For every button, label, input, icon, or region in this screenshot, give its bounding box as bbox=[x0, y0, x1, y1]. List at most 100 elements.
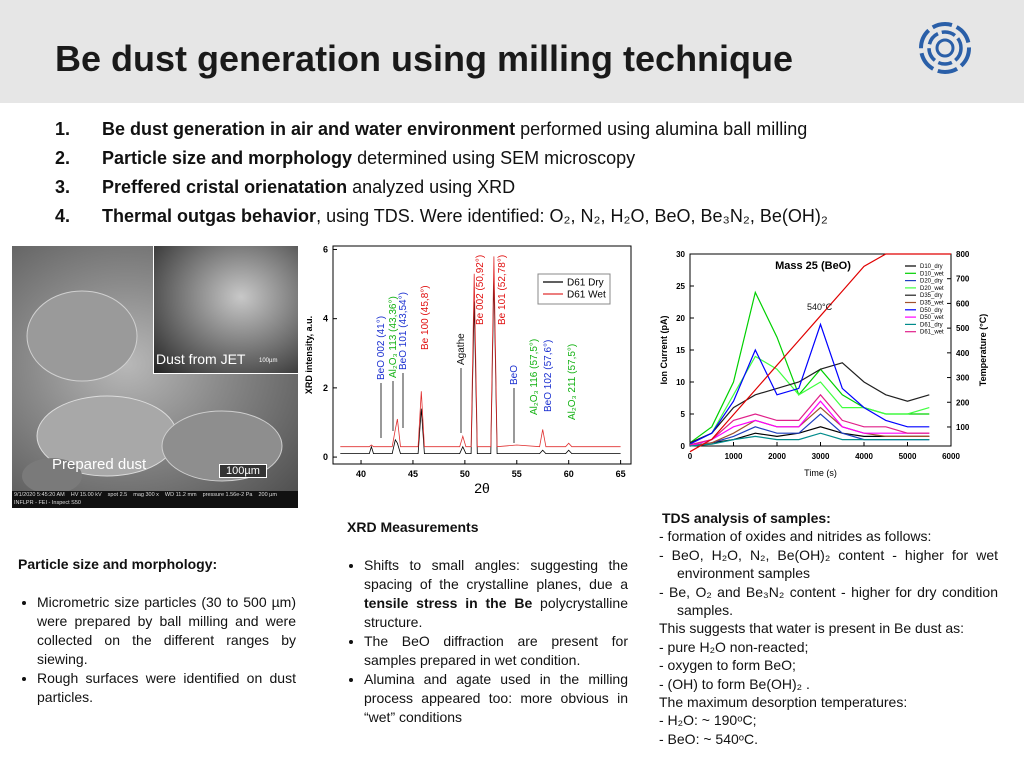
series-line bbox=[689, 393, 930, 446]
x-tick-label: 4000 bbox=[855, 452, 873, 461]
annotation: BeO 101 (43,54°) bbox=[398, 292, 409, 370]
legend-label: D35_wet bbox=[920, 301, 944, 307]
y-tick-label: 25 bbox=[676, 282, 685, 291]
heading: XRD Measurements bbox=[347, 519, 479, 535]
y-tick-label: 0 bbox=[681, 442, 686, 451]
image-label: Prepared dust bbox=[52, 456, 147, 473]
chart-title: Mass 25 (BeO) bbox=[775, 260, 851, 272]
objective-number: 4. bbox=[55, 206, 71, 226]
legend-label: D10_wet bbox=[920, 271, 944, 277]
heading: TDS analysis of samples: bbox=[662, 510, 831, 526]
info-item: HV 15.00 kV bbox=[70, 492, 102, 498]
tds-line: - H₂O: ~ 190ᵒC; bbox=[659, 712, 757, 729]
plot-frame bbox=[332, 245, 632, 465]
tds-line: - (OH) to form Be(OH)₂ . bbox=[659, 675, 810, 692]
bullet: Rough surfaces were identified on dust p… bbox=[37, 669, 296, 707]
particle-block: Particle size and morphology: Micrometri… bbox=[18, 555, 296, 707]
tds-line: - formation of oxides and nitrides as fo… bbox=[659, 528, 932, 545]
x-tick-label: 45 bbox=[408, 469, 418, 479]
x-tick-label: 6000 bbox=[942, 452, 960, 461]
objective-number: 2. bbox=[55, 148, 71, 168]
series-line bbox=[689, 400, 930, 447]
info-item: 9/1/2020 5:45:20 AM bbox=[14, 492, 65, 498]
x-tick-label: 0 bbox=[688, 452, 693, 461]
series-line bbox=[689, 362, 930, 444]
bullets: Shifts to small angles: suggesting the s… bbox=[345, 556, 628, 727]
bullet: Shifts to small angles: suggesting the s… bbox=[364, 556, 628, 632]
info-item: spot 2.5 bbox=[107, 492, 128, 498]
bullet-bold: tensile stress in the Be bbox=[364, 595, 533, 611]
series-line bbox=[689, 432, 930, 447]
x-tick-label: 40 bbox=[356, 469, 366, 479]
header-band: Be dust generation using milling techniq… bbox=[0, 0, 1024, 103]
tds-line: - pure H₂O non-reacted; bbox=[659, 638, 809, 655]
bullet: Alumina and agate used in the milling pr… bbox=[364, 670, 628, 727]
y-tick-label: 10 bbox=[676, 378, 685, 387]
tds-line: This suggests that water is present in B… bbox=[659, 620, 965, 637]
legend-label: D50_wet bbox=[920, 315, 944, 321]
bullet: The BeO diffraction are present for samp… bbox=[364, 632, 628, 670]
annotation: 540°C bbox=[807, 302, 833, 312]
objective-bold: Preffered cristal orienatation bbox=[102, 177, 348, 197]
series-line bbox=[340, 256, 621, 448]
slide-title: Be dust generation using milling techniq… bbox=[55, 38, 794, 79]
annotation: Agathe bbox=[456, 333, 467, 365]
y-tick-label: 20 bbox=[676, 314, 685, 323]
objective-text: , using TDS. Were identified: O₂, N₂, H₂… bbox=[316, 206, 828, 226]
x-tick-label: 2000 bbox=[768, 452, 786, 461]
annotation: Be 002 (50,92°) bbox=[475, 255, 486, 325]
x-axis-label: Time (s) bbox=[804, 468, 837, 478]
y2-tick-label: 500 bbox=[956, 324, 970, 333]
logo bbox=[919, 22, 971, 74]
annotation: Al₂O₃ 116 (57,5°) bbox=[529, 339, 540, 415]
annotation: BeO bbox=[509, 365, 520, 385]
info-item: pressure 1.56e-2 Pa bbox=[202, 492, 253, 498]
y2-tick-label: 800 bbox=[956, 250, 970, 259]
tds-block: TDS analysis of samples: - formation of … bbox=[659, 509, 998, 748]
legend-box bbox=[537, 273, 611, 305]
y-tick-label: 30 bbox=[676, 250, 685, 259]
tds-chart: 0 1000 2000 3000 4000 5000 6000 0 5 10 15 20 25 30 100… bbox=[659, 250, 988, 478]
info-item: INFLPR - FEI - Inspect S50 bbox=[14, 500, 81, 506]
x-tick-label: 60 bbox=[564, 469, 574, 479]
objective-number: 3. bbox=[55, 177, 71, 197]
tds-line: - BeO, H₂O, N₂, Be(OH)₂ content - higher… bbox=[659, 546, 998, 582]
info-item: 200 µm bbox=[258, 492, 277, 498]
tds-line: - Be, O₂ and Be₃N₂ content - higher for … bbox=[659, 583, 998, 619]
objective-text: analyzed using XRD bbox=[347, 177, 516, 197]
x-tick-label: 65 bbox=[616, 469, 626, 479]
annotation: Be 101 (52,78°) bbox=[497, 255, 508, 325]
legend-label: D61_dry bbox=[920, 322, 943, 328]
info-item: WD 11.2 mm bbox=[164, 492, 197, 498]
series-line bbox=[689, 406, 930, 447]
inset-image: Dust from JET 100µm bbox=[153, 246, 298, 374]
inset-scale: 100µm bbox=[259, 358, 278, 364]
y2-axis-label: Temperature (°C) bbox=[978, 314, 988, 386]
inset-label: Dust from JET bbox=[156, 351, 246, 367]
y2-tick-label: 600 bbox=[956, 299, 970, 308]
objective-text: determined using SEM microscopy bbox=[352, 148, 636, 168]
y2-tick-label: 200 bbox=[956, 398, 970, 407]
bullet-text: Shifts to small angles: suggesting the s… bbox=[364, 557, 628, 592]
tds-line: The maximum desorption temperatures: bbox=[659, 694, 908, 711]
x-axis-label: 2θ bbox=[474, 480, 490, 496]
series-line bbox=[340, 277, 621, 454]
y-tick-label: 6 bbox=[323, 244, 328, 254]
y2-tick-label: 100 bbox=[956, 423, 970, 432]
legend-label: D20_wet bbox=[920, 286, 944, 292]
y-axis-label: XRD intensity, a.u. bbox=[304, 316, 314, 394]
sem-image: Dust from JET 100µm Prepared dust 100µm … bbox=[12, 246, 298, 508]
y2-tick-label: 300 bbox=[956, 374, 970, 383]
bullets: Micrometric size particles (30 to 500 µm… bbox=[18, 593, 296, 707]
series-line bbox=[689, 253, 951, 453]
particles bbox=[22, 290, 283, 494]
y-tick-label: 0 bbox=[323, 452, 328, 462]
plot-frame bbox=[689, 253, 952, 447]
series-line bbox=[689, 290, 930, 444]
legend-label: D61 Wet bbox=[567, 289, 606, 300]
xrd-block: XRD Measurements Shifts to small angles:… bbox=[345, 518, 628, 727]
info-bar: 9/1/2020 5:45:20 AM HV 15.00 kV spot 2.5 ma… bbox=[12, 491, 298, 508]
x-tick-label: 1000 bbox=[725, 452, 743, 461]
